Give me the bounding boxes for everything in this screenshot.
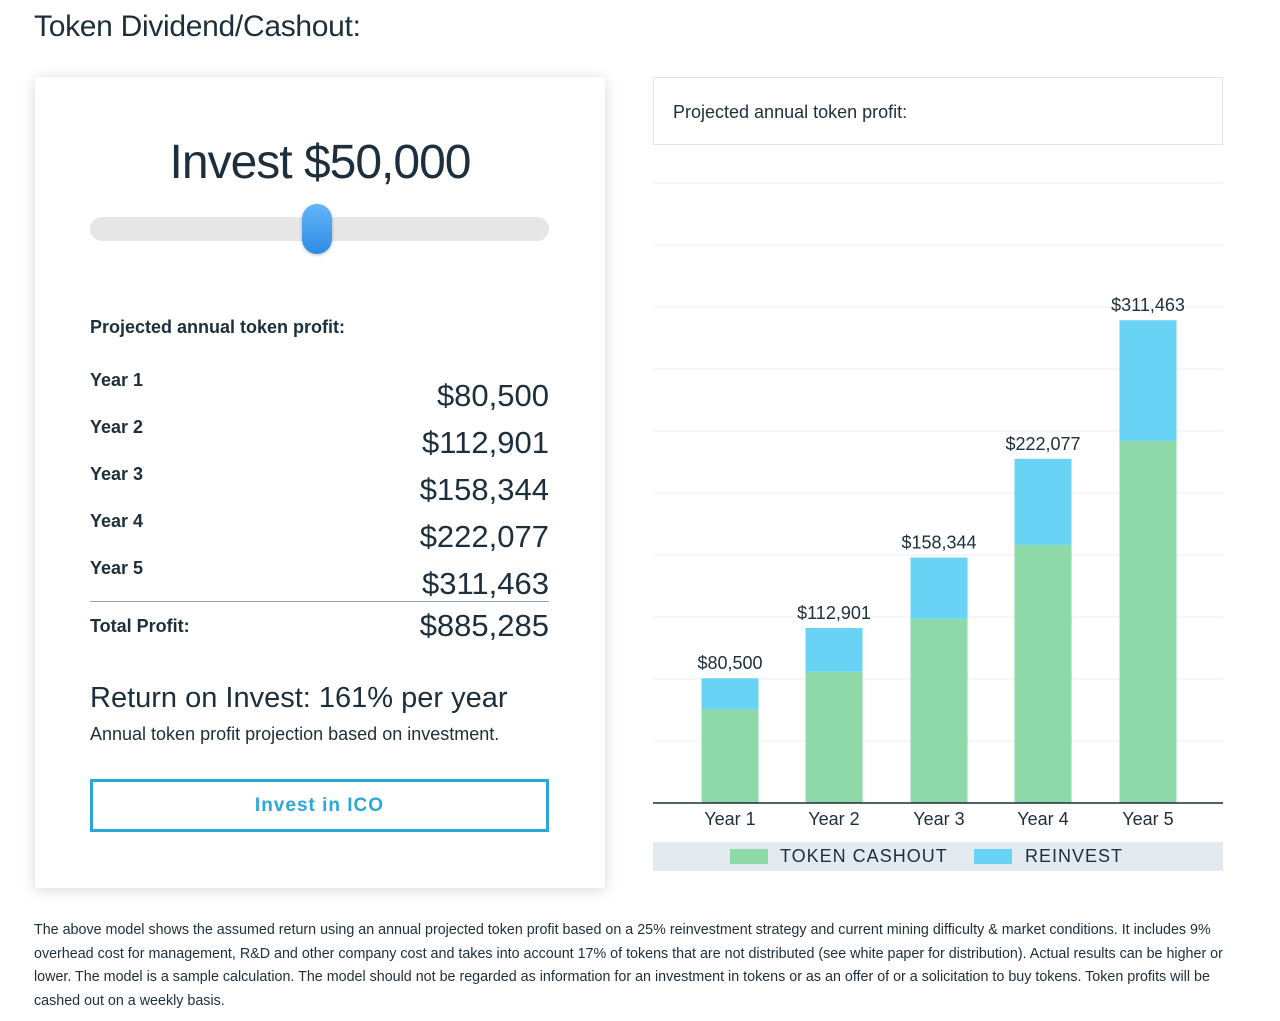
year-value: $311,463 xyxy=(422,566,549,601)
year-label: Year 2 xyxy=(90,417,144,437)
year-row: Year 1 $80,500 xyxy=(90,370,549,416)
year-label: Year 4 xyxy=(90,511,144,531)
bar-value-label: $158,344 xyxy=(901,533,976,553)
bar-value-label: $80,500 xyxy=(697,653,762,673)
year-row: Year 5 $311,463 xyxy=(90,558,549,604)
x-tick-label: Year 3 xyxy=(913,809,964,829)
bar-segment-cashout xyxy=(1119,440,1177,803)
profit-bar-chart: $80,500 Year 1 $112,901 Year 2 $158,344 Year … xyxy=(653,182,1223,829)
legend-swatch-reinvest xyxy=(974,849,1012,864)
bar-value-label: $112,901 xyxy=(797,603,871,623)
x-tick-label: Year 1 xyxy=(704,809,755,829)
calculator-card: Invest $50,000 Projected annual token pr… xyxy=(35,77,605,888)
year-value: $112,901 xyxy=(422,425,549,460)
bar-segment-cashout xyxy=(701,709,759,803)
total-profit-value: $885,285 xyxy=(419,608,549,643)
bar-segment-reinvest xyxy=(1014,458,1072,545)
legend-label-cashout: TOKEN CASHOUT xyxy=(780,846,948,866)
year-label: Year 5 xyxy=(90,558,144,578)
year-row: Year 3 $158,344 xyxy=(90,464,549,510)
bar-segment-cashout xyxy=(1014,544,1072,803)
invest-amount-heading: Invest $50,000 xyxy=(169,136,472,189)
year-value: $222,077 xyxy=(419,519,549,554)
year-row: Year 4 $222,077 xyxy=(90,511,549,557)
roi-heading: Return on Invest: 161% per year xyxy=(90,682,508,714)
roi-subtitle: Annual token profit projection based on … xyxy=(90,724,500,744)
bar-value-label: $222,077 xyxy=(1005,434,1080,454)
bar-value-label: $311,463 xyxy=(1111,295,1185,315)
total-profit-label: Total Profit: xyxy=(90,616,190,636)
legend-swatch-cashout xyxy=(730,849,768,864)
bar-segment-cashout xyxy=(805,671,863,803)
chart-header: Projected annual token profit: xyxy=(653,77,1223,145)
year-value: $158,344 xyxy=(419,472,549,507)
bar-segment-reinvest xyxy=(910,557,968,619)
x-tick-label: Year 4 xyxy=(1017,809,1068,829)
year-row: Year 2 $112,901 xyxy=(90,417,549,463)
investment-slider-thumb[interactable] xyxy=(302,204,332,254)
bar-segment-reinvest xyxy=(1119,320,1177,441)
chart-legend: TOKEN CASHOUT REINVEST xyxy=(653,842,1223,871)
chart-header-text: Projected annual token profit: xyxy=(673,102,908,122)
year-label: Year 1 xyxy=(90,370,144,390)
projected-profit-label: Projected annual token profit: xyxy=(90,317,346,337)
x-tick-label: Year 2 xyxy=(808,809,859,829)
bar-segment-reinvest xyxy=(805,628,863,672)
x-tick-label: Year 5 xyxy=(1122,809,1173,829)
year-label: Year 3 xyxy=(90,464,144,484)
bar-segment-cashout xyxy=(910,618,968,803)
legend-label-reinvest: REINVEST xyxy=(1025,846,1124,866)
disclaimer-text: The above model shows the assumed return… xyxy=(34,922,1223,1009)
bar-segment-reinvest xyxy=(701,678,759,710)
total-divider xyxy=(90,601,549,602)
year-value: $80,500 xyxy=(436,378,549,413)
invest-in-ico-button[interactable]: Invest in ICO xyxy=(90,779,549,832)
page-title: Token Dividend/Cashout: xyxy=(34,10,361,43)
